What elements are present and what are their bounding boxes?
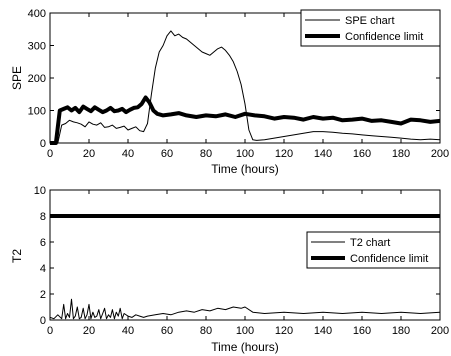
t2-x-tick-label: 20 <box>83 325 95 337</box>
t2-x-tick-label: 120 <box>275 325 293 337</box>
spe-series-layer <box>50 30 441 145</box>
t2-x-axis-label: Time (hours) <box>211 340 279 354</box>
t2-x-tick-label: 200 <box>431 325 449 337</box>
spe-legend-label-spe: SPE chart <box>345 15 395 27</box>
spe-x-axis-label: Time (hours) <box>211 162 279 176</box>
spe-x-tick-label: 80 <box>200 148 212 160</box>
t2-legend: T2 chart Confidence limit <box>306 231 441 269</box>
spe-legend: SPE chart Confidence limit <box>300 9 441 47</box>
spe-x-tick-label: 100 <box>236 148 254 160</box>
t2-y-tick-label: 6 <box>40 237 46 249</box>
t2-x-tick-label: 40 <box>122 325 134 337</box>
spe-x-tick-label: 40 <box>122 148 134 160</box>
spe-x-tick-label: 60 <box>161 148 173 160</box>
spe-y-tick-label: 400 <box>28 8 46 20</box>
t2-y-tick-label: 8 <box>40 211 46 223</box>
t2-ticks-layer: 0 20 40 60 80 100 120 140 160 180 200 0 2 4 6 8 10 <box>34 185 449 337</box>
t2-series-layer <box>49 214 441 320</box>
spe-legend-box <box>300 9 441 47</box>
spe-y-axis-label: SPE <box>10 66 24 90</box>
t2-x-tick-label: 0 <box>47 325 53 337</box>
spe-y-tick-label: 100 <box>28 106 46 118</box>
spe-y-tick-label: 200 <box>28 73 46 85</box>
t2-y-axis-label: T2 <box>10 249 24 263</box>
spe-ticks-layer: 0 20 40 60 80 100 120 140 160 180 200 0 100 200 300 400 <box>28 8 450 160</box>
spe-x-tick-label: 20 <box>83 148 95 160</box>
spe-panel: 0 20 40 60 80 100 120 140 160 180 200 0 100 200 300 400… <box>10 8 449 176</box>
t2-legend-box <box>306 231 441 269</box>
t2-y-tick-label: 4 <box>40 263 46 275</box>
spe-y-tick-label: 0 <box>40 138 46 150</box>
t2-y-tick-label: 2 <box>40 289 46 301</box>
t2-x-tick-label: 60 <box>161 325 173 337</box>
t2-x-tick-label: 100 <box>236 325 254 337</box>
t2-legend-label-confidence: Confidence limit <box>350 253 428 265</box>
spe-x-tick-label: 200 <box>431 148 449 160</box>
t2-panel: 0 20 40 60 80 100 120 140 160 180 200 0 2 4 6 8 10 Time … <box>10 185 449 354</box>
t2-y-tick-label: 10 <box>34 185 46 197</box>
t2-x-tick-label: 80 <box>200 325 212 337</box>
t2-x-tick-label: 180 <box>392 325 410 337</box>
t2-legend-label-t2: T2 chart <box>350 237 390 249</box>
spe-x-tick-label: 0 <box>47 148 53 160</box>
spe-x-tick-label: 140 <box>314 148 332 160</box>
t2-y-tick-label: 0 <box>40 315 46 327</box>
t2-x-tick-label: 140 <box>314 325 332 337</box>
t2-series-t2-line <box>49 298 441 320</box>
spe-x-tick-label: 180 <box>392 148 410 160</box>
spe-legend-label-confidence: Confidence limit <box>345 31 423 43</box>
spe-x-tick-label: 120 <box>275 148 293 160</box>
spe-series-spe-line <box>50 30 441 144</box>
spe-x-tick-label: 160 <box>353 148 371 160</box>
spe-y-tick-label: 300 <box>28 41 46 53</box>
spe-series-confidence-limit-line <box>50 95 441 145</box>
t2-x-tick-label: 160 <box>353 325 371 337</box>
